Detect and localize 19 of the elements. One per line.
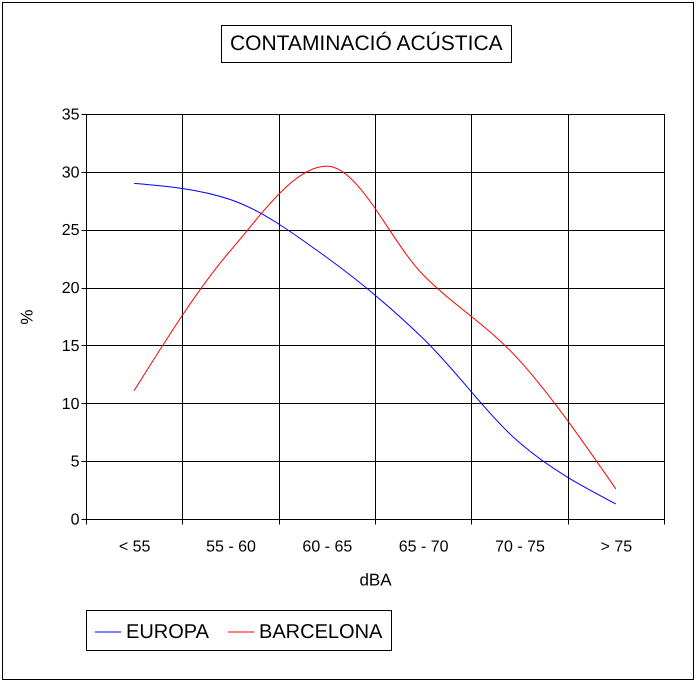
y-tick-label: 35	[62, 106, 80, 124]
x-tick-label: 60 - 65	[302, 538, 352, 556]
x-tick-label: < 55	[118, 538, 151, 556]
y-tick-label: 25	[62, 222, 80, 240]
x-tick-label: 65 - 70	[398, 538, 449, 556]
y-tick-label: 10	[62, 396, 80, 413]
x-axis-title: dBA	[359, 570, 392, 590]
legend-label: BARCELONA	[259, 621, 384, 643]
x-tick-label: 70 - 75	[495, 538, 546, 556]
y-tick-label: 30	[62, 164, 80, 182]
x-tick-label: 55 - 60	[206, 538, 256, 556]
y-axis-title: %	[18, 309, 37, 325]
y-tick-label: 5	[70, 454, 80, 471]
legend-label: EUROPA	[126, 621, 210, 643]
y-tick-label: 15	[62, 338, 80, 355]
y-tick-label: 0	[70, 512, 80, 528]
y-tick-label: 20	[62, 280, 80, 298]
chart-title: CONTAMINACIÓ ACÚSTICA	[221, 25, 512, 63]
x-tick-label: > 75	[600, 538, 632, 556]
